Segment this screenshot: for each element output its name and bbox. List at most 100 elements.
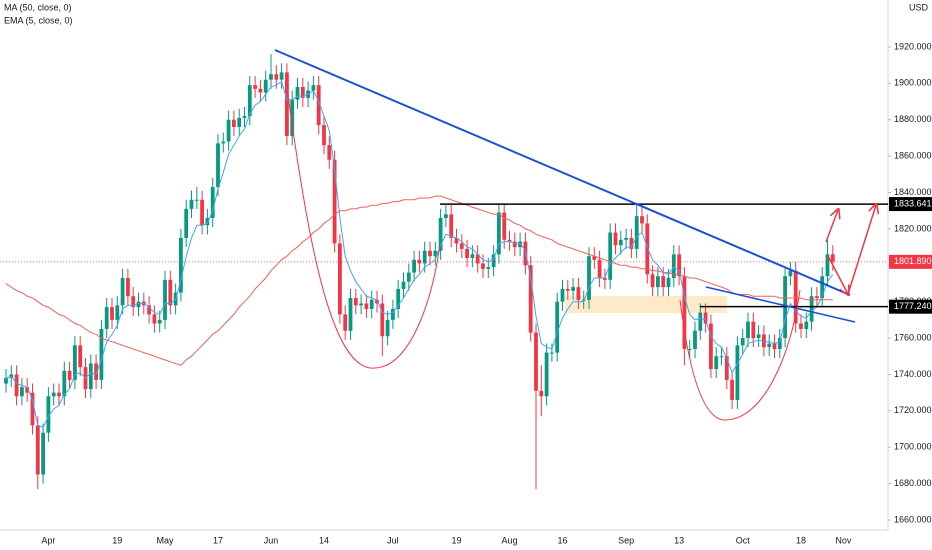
y-tick-label: 1720.000 bbox=[894, 405, 932, 415]
candle-body bbox=[353, 298, 358, 306]
price-label-box bbox=[889, 299, 932, 314]
y-tick-label: 1760.000 bbox=[894, 332, 932, 342]
candle-body bbox=[454, 237, 459, 244]
candle-body bbox=[184, 208, 189, 238]
candle-body bbox=[226, 119, 231, 142]
candle-body bbox=[375, 299, 379, 304]
candle-body bbox=[815, 296, 819, 299]
candle-body bbox=[78, 345, 83, 368]
candle-body bbox=[438, 217, 443, 251]
candle-body bbox=[507, 239, 512, 242]
candle-body bbox=[735, 345, 740, 400]
y-tick-label: 1920.000 bbox=[894, 41, 932, 51]
y-tick-label: 1820.000 bbox=[894, 223, 932, 233]
candle-body bbox=[576, 287, 581, 300]
x-tick-label: May bbox=[156, 535, 174, 545]
candle-body bbox=[99, 328, 104, 380]
candle-body bbox=[168, 279, 173, 306]
candle-body bbox=[242, 116, 247, 118]
candle-body bbox=[799, 323, 803, 329]
candle-body bbox=[295, 86, 300, 100]
axes: 1660.000 1680.000 1700.000 1720.000 1740.000… bbox=[41, 41, 932, 545]
candle-body bbox=[247, 85, 252, 117]
candle-body bbox=[221, 141, 226, 144]
currency-label: USD bbox=[909, 2, 929, 12]
candle-body bbox=[30, 392, 35, 426]
candle-body bbox=[703, 312, 708, 324]
candle-body bbox=[332, 159, 337, 244]
candle-body bbox=[544, 352, 549, 397]
candle-body bbox=[793, 270, 798, 324]
candle-body bbox=[274, 74, 279, 80]
candle-body bbox=[592, 256, 597, 260]
candle-body bbox=[237, 117, 242, 127]
candle-body bbox=[189, 199, 194, 209]
candle-body bbox=[269, 74, 273, 80]
candle-body bbox=[645, 223, 650, 275]
price-label-box bbox=[889, 197, 932, 212]
candle-body bbox=[369, 299, 374, 309]
candle-body bbox=[465, 248, 469, 258]
candle-body bbox=[714, 356, 719, 369]
candle-body bbox=[560, 288, 565, 302]
plot bbox=[0, 54, 888, 490]
price-label: 1801.890 bbox=[894, 256, 932, 266]
x-tick-label: Jun bbox=[264, 535, 279, 545]
candle-body bbox=[459, 243, 464, 249]
x-tick-label: Jul bbox=[387, 535, 399, 545]
candle-body bbox=[830, 254, 835, 262]
candle-body bbox=[364, 303, 369, 309]
candle-body bbox=[147, 305, 151, 315]
candle-body bbox=[820, 276, 825, 299]
y-tick-label: 1700.000 bbox=[894, 442, 932, 452]
annotations-back bbox=[565, 296, 727, 313]
candle-body bbox=[110, 307, 114, 320]
x-tick-label: 14 bbox=[319, 535, 329, 545]
candle-body bbox=[444, 214, 448, 218]
candle-body bbox=[486, 267, 491, 269]
candle-body bbox=[258, 88, 263, 93]
candle-body bbox=[152, 314, 157, 324]
candle-body bbox=[131, 296, 136, 308]
candle-body bbox=[777, 338, 782, 349]
candle-body bbox=[62, 370, 67, 397]
candle-body bbox=[20, 387, 24, 397]
candle-body bbox=[316, 85, 321, 126]
candle-body bbox=[740, 338, 745, 346]
candle-body bbox=[46, 396, 51, 433]
candle-body bbox=[528, 265, 533, 333]
candle-body bbox=[746, 321, 750, 339]
candle-body bbox=[470, 254, 475, 258]
candle-body bbox=[88, 363, 93, 389]
x-tick-label: Apr bbox=[41, 535, 55, 545]
candle-body bbox=[475, 254, 480, 264]
y-tick-label: 1900.000 bbox=[894, 78, 932, 88]
candle-body bbox=[359, 303, 363, 306]
cup-curve bbox=[287, 94, 441, 369]
candle-body bbox=[385, 319, 390, 337]
candle-body bbox=[555, 301, 560, 353]
indicator-line bbox=[5, 195, 833, 366]
legend-entry: EMA (5, close, 0) bbox=[4, 15, 73, 25]
candle-body bbox=[698, 312, 703, 331]
candle-body bbox=[104, 307, 109, 329]
x-tick-label: Sep bbox=[618, 535, 634, 545]
candle-body bbox=[640, 216, 644, 224]
candle-body bbox=[120, 278, 125, 306]
candle-body bbox=[497, 212, 501, 255]
y-tick-label: 1680.000 bbox=[894, 478, 932, 488]
x-tick-label: 16 bbox=[557, 535, 567, 545]
candle-body bbox=[216, 143, 220, 188]
candle-body bbox=[232, 119, 236, 127]
x-tick-label: 17 bbox=[213, 535, 223, 545]
candle-body bbox=[449, 214, 454, 238]
x-tick-label: 13 bbox=[674, 535, 684, 545]
candle-body bbox=[693, 330, 697, 349]
candle-body bbox=[290, 99, 295, 137]
candle-body bbox=[571, 287, 575, 291]
x-tick-label: 19 bbox=[112, 535, 122, 545]
candle-body bbox=[502, 212, 507, 240]
candle-body bbox=[608, 232, 613, 280]
